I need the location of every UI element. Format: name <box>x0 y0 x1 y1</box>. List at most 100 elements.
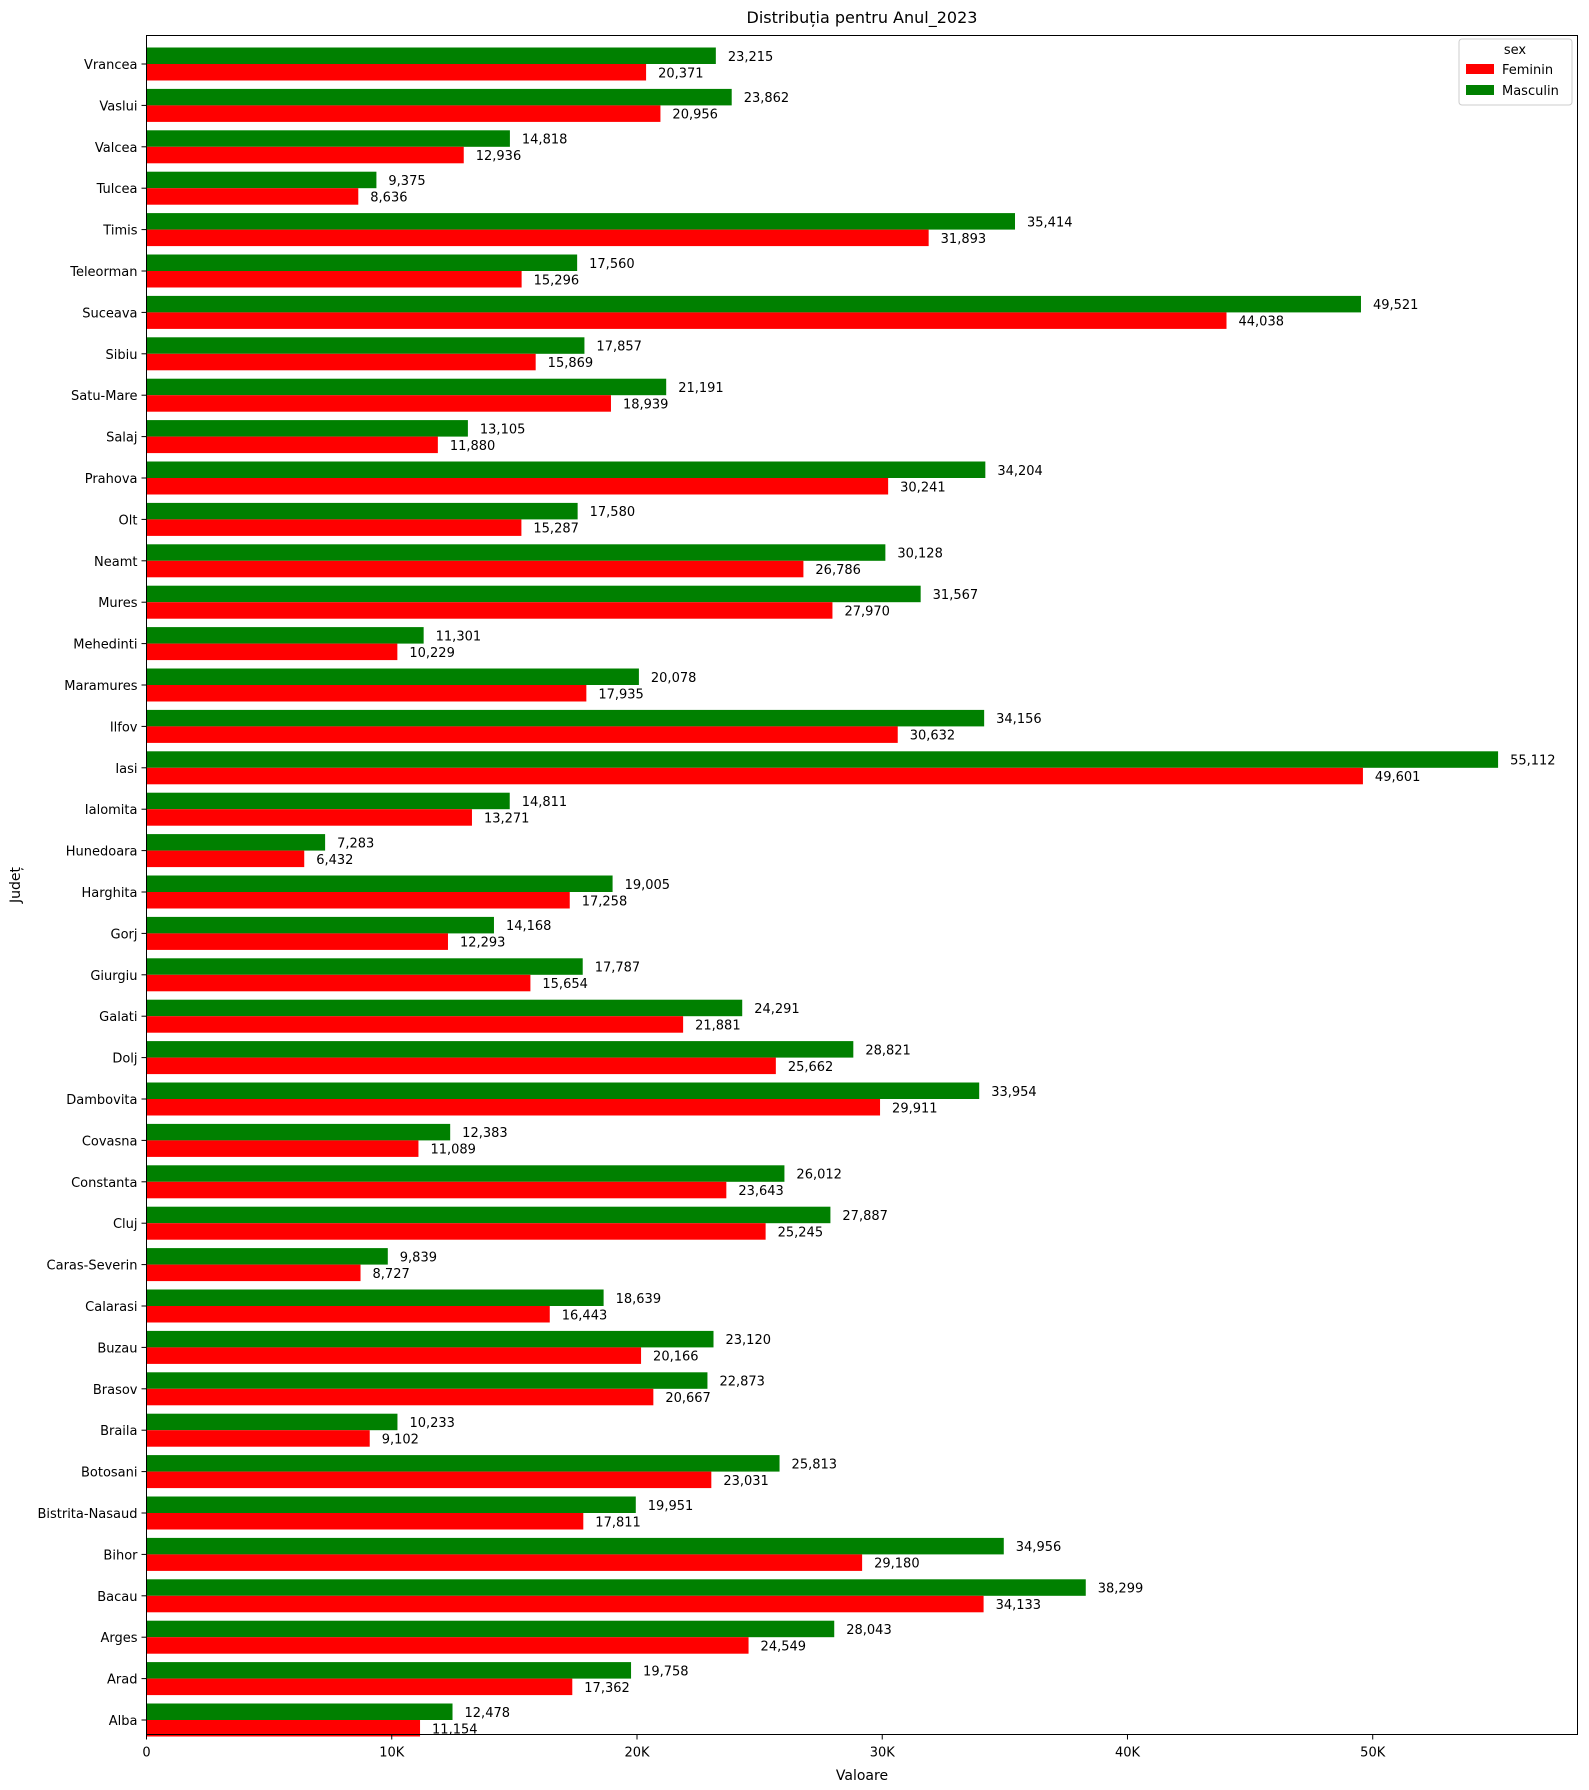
data-label-feminin-giurgiu: 15,654 <box>542 977 588 992</box>
data-label-feminin-teleorman: 15,296 <box>534 273 580 288</box>
x-tick-label-3: 30K <box>870 1746 896 1761</box>
data-label-feminin-bacau: 34,133 <box>996 1598 1041 1613</box>
bar-masculin-galati <box>146 999 743 1017</box>
bar-masculin-bacau <box>146 1579 1086 1596</box>
bar-feminin-mehedinti <box>146 643 398 661</box>
y-tick-label-sibiu: Sibiu <box>106 348 138 363</box>
bar-feminin-arad <box>146 1678 573 1696</box>
data-label-masculin-prahova: 34,204 <box>997 464 1042 479</box>
bar-feminin-suceava <box>146 312 1227 329</box>
data-label-feminin-neamt: 26,786 <box>815 563 861 578</box>
data-label-masculin-galati: 24,291 <box>754 1002 800 1017</box>
data-label-masculin-arad: 19,758 <box>643 1664 689 1679</box>
data-label-feminin-dambovita: 29,911 <box>892 1101 938 1116</box>
y-tick-label-prahova: Prahova <box>85 472 138 487</box>
data-label-masculin-constanta: 26,012 <box>796 1168 842 1183</box>
data-label-feminin-constanta: 23,643 <box>738 1184 784 1199</box>
x-tick-label-4: 40K <box>1115 1746 1141 1761</box>
bar-masculin-tulcea <box>146 171 377 189</box>
bar-feminin-ilfov <box>146 726 898 743</box>
data-label-masculin-teleorman: 17,560 <box>589 257 635 272</box>
y-tick-label-galati: Galati <box>99 1010 137 1025</box>
data-label-feminin-braila: 9,102 <box>382 1432 419 1447</box>
bar-feminin-iasi <box>146 767 1363 785</box>
data-label-feminin-suceava: 44,038 <box>1239 315 1285 330</box>
x-tick-label-5: 50K <box>1360 1746 1386 1761</box>
bar-masculin-hunedoara <box>146 834 326 851</box>
data-label-masculin-brasov: 22,873 <box>719 1375 765 1390</box>
y-tick-label-mehedinti: Mehedinti <box>73 638 137 653</box>
bar-feminin-gorj <box>146 933 448 950</box>
data-label-feminin-valcea: 12,936 <box>476 149 522 164</box>
y-tick-label-gorj: Gorj <box>111 927 138 942</box>
bar-feminin-salaj <box>146 436 438 454</box>
y-tick-label-neamt: Neamt <box>94 555 137 570</box>
data-label-masculin-mehedinti: 11,301 <box>436 629 482 644</box>
data-label-masculin-bihor: 34,956 <box>1016 1540 1061 1555</box>
data-label-masculin-alba: 12,478 <box>465 1706 511 1721</box>
y-tick-label-harghita: Harghita <box>81 886 137 901</box>
data-label-masculin-gorj: 14,168 <box>506 919 552 934</box>
data-label-feminin-cluj: 25,245 <box>778 1225 824 1240</box>
bar-masculin-giurgiu <box>146 958 583 975</box>
data-label-feminin-olt: 15,287 <box>533 522 579 537</box>
legend-title: sex <box>1504 43 1527 58</box>
bar-feminin-hunedoara <box>146 850 305 868</box>
data-label-masculin-giurgiu: 17,787 <box>595 961 641 976</box>
data-label-feminin-harghita: 17,258 <box>582 894 628 909</box>
data-label-feminin-galati: 21,881 <box>695 1018 741 1033</box>
bar-masculin-maramures <box>146 668 639 685</box>
x-tick-label-0: 0 <box>142 1746 150 1761</box>
data-label-masculin-vaslui: 23,862 <box>744 91 790 106</box>
bar-masculin-brasov <box>146 1372 708 1389</box>
data-label-masculin-buzau: 23,120 <box>726 1333 772 1348</box>
bar-masculin-suceava <box>146 295 1361 313</box>
bar-feminin-ialomita <box>146 809 472 826</box>
bar-feminin-constanta <box>146 1181 727 1199</box>
bar-feminin-valcea <box>146 146 464 164</box>
bar-feminin-teleorman <box>146 271 522 288</box>
bar-feminin-alba <box>146 1720 421 1737</box>
bar-feminin-caras-severin <box>146 1264 361 1282</box>
data-label-feminin-tulcea: 8,636 <box>370 190 407 205</box>
x-axis-label: Valoare <box>836 1768 888 1784</box>
y-tick-label-giurgiu: Giurgiu <box>90 969 137 984</box>
data-label-feminin-calarasi: 16,443 <box>562 1308 608 1323</box>
bar-feminin-prahova <box>146 478 889 495</box>
data-label-feminin-arges: 24,549 <box>761 1639 807 1654</box>
bar-masculin-mehedinti <box>146 627 424 644</box>
legend: sex Feminin Masculin <box>1458 38 1573 106</box>
data-label-feminin-iasi: 49,601 <box>1375 770 1421 785</box>
data-label-feminin-salaj: 11,880 <box>450 439 496 454</box>
y-tick-label-valcea: Valcea <box>95 141 138 156</box>
bar-masculin-ialomita <box>146 792 510 810</box>
bar-masculin-teleorman <box>146 254 578 271</box>
y-tick-label-calarasi: Calarasi <box>85 1300 137 1315</box>
bar-masculin-cluj <box>146 1206 831 1224</box>
bar-feminin-dambovita <box>146 1099 881 1116</box>
bar-masculin-gorj <box>146 916 494 934</box>
data-label-feminin-arad: 17,362 <box>584 1681 630 1696</box>
bars-layer <box>146 47 1499 1737</box>
bar-feminin-harghita <box>146 892 570 909</box>
y-tick-label-satu-mare: Satu-Mare <box>71 389 138 404</box>
legend-swatch-feminin <box>1466 64 1494 74</box>
bar-masculin-prahova <box>146 461 986 478</box>
bar-masculin-constanta <box>146 1165 785 1182</box>
bar-masculin-satu-mare <box>146 378 667 396</box>
data-label-feminin-vaslui: 20,956 <box>672 108 718 123</box>
bar-masculin-timis <box>146 213 1016 230</box>
bar-masculin-salaj <box>146 420 468 437</box>
bar-masculin-vrancea <box>146 47 716 64</box>
data-label-feminin-bistrita-nasaud: 17,811 <box>595 1515 641 1530</box>
data-label-feminin-mehedinti: 10,229 <box>409 646 455 661</box>
data-label-masculin-tulcea: 9,375 <box>388 174 425 189</box>
bar-feminin-olt <box>146 519 522 536</box>
y-tick-label-caras-severin: Caras-Severin <box>47 1259 138 1274</box>
bar-feminin-galati <box>146 1016 684 1033</box>
data-label-masculin-iasi: 55,112 <box>1510 754 1556 769</box>
data-label-feminin-vrancea: 20,371 <box>658 66 704 81</box>
y-tick-label-braila: Braila <box>100 1424 137 1439</box>
